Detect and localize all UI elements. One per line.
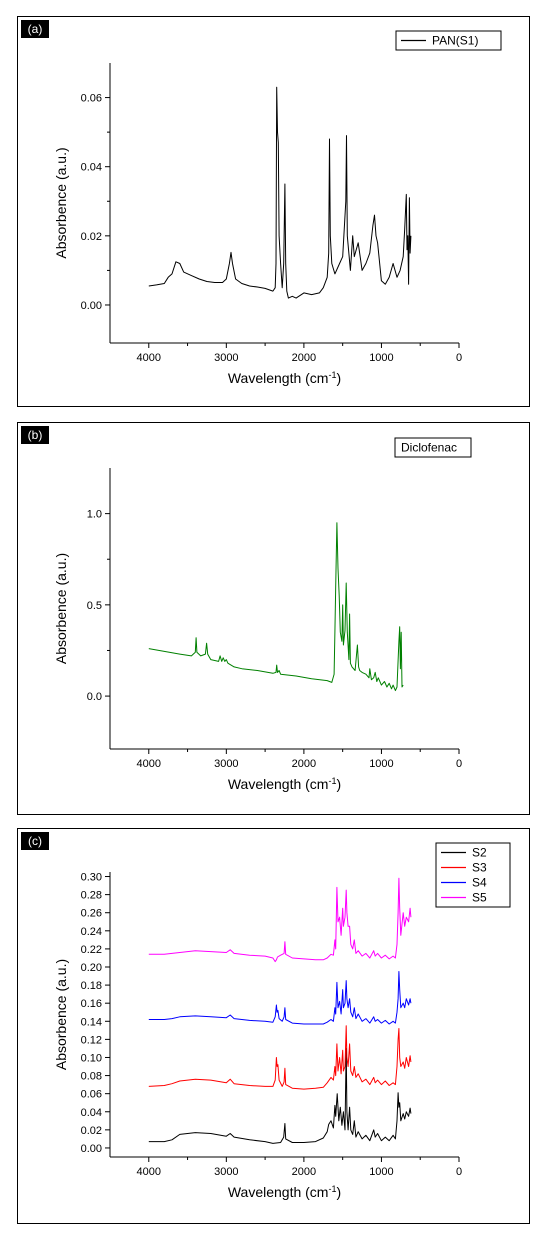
series-line-s4 (148, 971, 412, 1025)
x-tick-label: 2000 (292, 352, 316, 364)
y-tick-label: 0.08 (81, 1071, 102, 1083)
panel-tag-label: (c) (28, 834, 42, 848)
series-line-s2 (148, 1047, 412, 1144)
legend: PAN(S1) (395, 30, 502, 51)
panel-b: (b) 4000 3000 2000 1000 0 0.0 0.5 1.0 Wavelength … (17, 422, 530, 815)
y-axis-title: Absorbence (a.u.) (53, 147, 69, 258)
y-tick-label: 0.12 (81, 1034, 102, 1046)
chart-b: (b) 4000 3000 2000 1000 0 0.0 0.5 1.0 Wavelength … (21, 426, 472, 792)
y-tick-label: 0.26 (81, 908, 102, 920)
y-tick-label: 0.02 (81, 231, 102, 243)
series-line-s3 (148, 1025, 412, 1090)
x-axis-title: Wavelength (cm-1) (228, 776, 341, 792)
y-tick-label: 0.06 (81, 1089, 102, 1101)
legend-label: Diclofenac (401, 441, 457, 455)
legend-box (394, 437, 472, 458)
x-tick-label: 2000 (292, 758, 316, 770)
y-tick-label: 0.30 (81, 872, 102, 884)
x-tick-label: 1000 (369, 1166, 393, 1178)
panel-c: (c) 4000 3000 2000 1000 0 0.00 0.02 0.04 0.06 0.08… (17, 828, 530, 1224)
x-axis-title-close: ) (336, 370, 341, 386)
x-axis-title-superscript: -1 (328, 370, 336, 380)
x-axis-title-main: Wavelength (cm (228, 1184, 329, 1200)
y-tick-label: 0.28 (81, 890, 102, 902)
panel-tag: (a) (21, 20, 49, 38)
x-tick-label: 2000 (292, 1166, 316, 1178)
x-axis-title: Wavelength (cm-1) (228, 1184, 341, 1200)
x-tick-label: 1000 (369, 758, 393, 770)
x-axis-title-close: ) (336, 776, 341, 792)
chart-a: (a) 4000 3000 2000 1000 0 0.00 0.02 0.04 0.06 Wave… (21, 20, 502, 386)
x-tick-label: 1000 (369, 352, 393, 364)
panel-tag-label: (b) (28, 428, 43, 442)
y-tick-label: 0.14 (81, 1016, 102, 1028)
x-tick-label: 0 (456, 758, 462, 770)
y-tick-label: 0.18 (81, 980, 102, 992)
y-tick-label: 0.00 (81, 300, 102, 312)
legend-label: S4 (472, 876, 487, 890)
x-tick-label: 0 (456, 1166, 462, 1178)
x-axis-title-main: Wavelength (cm (228, 370, 329, 386)
x-tick-label: 4000 (137, 758, 161, 770)
y-tick-label: 0.20 (81, 962, 102, 974)
legend-label: S3 (472, 861, 487, 875)
y-tick-label: 0.10 (81, 1052, 102, 1064)
panel-tag: (b) (21, 426, 49, 444)
y-axis-title: Absorbence (a.u.) (53, 959, 69, 1070)
chart-c: (c) 4000 3000 2000 1000 0 0.00 0.02 0.04 0.06 0.08… (21, 832, 511, 1200)
y-tick-label: 0.00 (81, 1143, 102, 1155)
y-tick-label: 0.22 (81, 944, 102, 956)
panel-tag-background (21, 832, 49, 850)
x-tick-label: 3000 (214, 352, 238, 364)
panel-tag: (c) (21, 832, 49, 850)
y-tick-label: 0.06 (81, 93, 102, 105)
x-tick-label: 0 (456, 352, 462, 364)
series-line-diclofenac (148, 522, 404, 692)
legend-label: S2 (472, 846, 487, 860)
y-tick-label: 0.02 (81, 1125, 102, 1137)
legend-label: PAN(S1) (432, 34, 478, 48)
legend-box (435, 842, 511, 908)
y-tick-label: 0.16 (81, 998, 102, 1010)
y-tick-label: 0.04 (81, 1107, 102, 1119)
panel-tag-background (21, 20, 49, 38)
series-line-pan-s1 (148, 86, 412, 299)
x-axis-title-main: Wavelength (cm (228, 776, 329, 792)
legend: Diclofenac (394, 437, 472, 458)
y-tick-label: 0.5 (87, 600, 102, 612)
x-tick-label: 4000 (137, 1166, 161, 1178)
x-tick-label: 3000 (214, 758, 238, 770)
y-tick-label: 1.0 (87, 509, 102, 521)
legend-box (395, 30, 502, 51)
y-tick-label: 0.24 (81, 926, 102, 938)
panel-a: (a) 4000 3000 2000 1000 0 0.00 0.02 0.04 0.06 Wave… (17, 16, 530, 407)
series-line-s5 (148, 877, 412, 963)
panel-tag-label: (a) (28, 22, 43, 36)
x-axis-title: Wavelength (cm-1) (228, 370, 341, 386)
x-axis-title-superscript: -1 (328, 1184, 336, 1194)
y-tick-label: 0.04 (81, 162, 102, 174)
x-axis-title-close: ) (336, 1184, 341, 1200)
legend-label: S5 (472, 891, 487, 905)
panel-tag-background (21, 426, 49, 444)
x-tick-label: 3000 (214, 1166, 238, 1178)
x-tick-label: 4000 (137, 352, 161, 364)
x-axis-title-superscript: -1 (328, 776, 336, 786)
y-axis-title: Absorbence (a.u.) (53, 553, 69, 664)
y-tick-label: 0.0 (87, 691, 102, 703)
